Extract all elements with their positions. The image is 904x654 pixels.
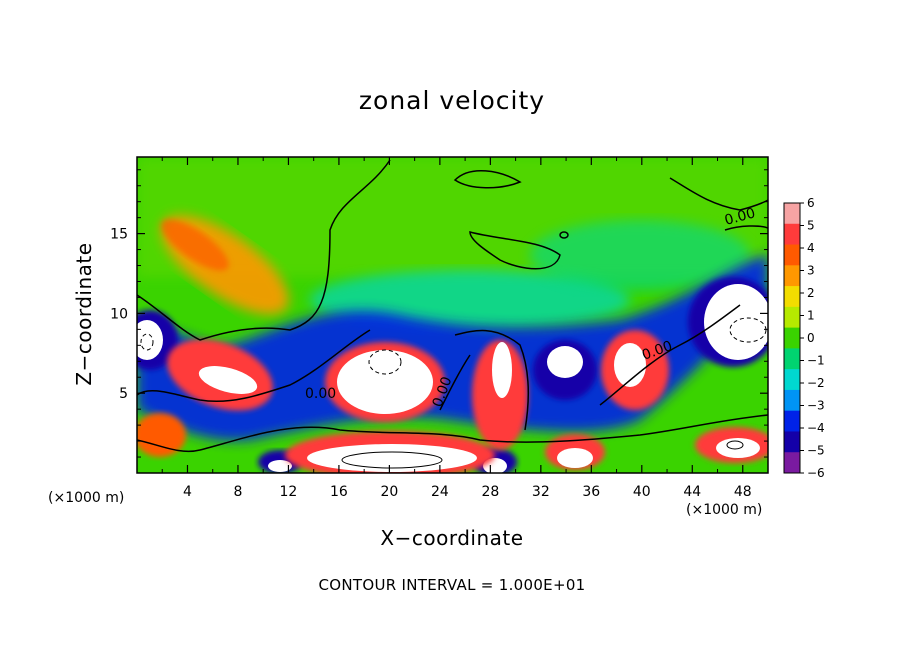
x-axis-label: X−coordinate [380,526,524,550]
colorbar-swatch [784,369,800,391]
y-tick-label: 5 [119,386,128,402]
colorbar-tick-label: 5 [807,219,815,233]
colorbar-tick-label: −2 [807,376,825,390]
colorbar-tick-label: 1 [807,309,815,323]
colorbar-swatch [784,223,800,246]
x-tick-label: 32 [532,484,550,500]
contour-label-1: 0.00 [305,386,336,402]
colorbar-swatch [784,431,800,453]
negative-core-left [137,320,163,360]
colorbar-swatch [784,244,800,266]
colorbar-tick-label: −3 [807,399,825,413]
colorbar-swatch [784,306,800,329]
colorbar-tick-label: 3 [807,264,815,278]
negative-core-right [704,284,768,360]
y-tick-label: 10 [110,306,128,322]
x-tick-label: 36 [582,484,600,500]
y-axis: 5 10 15 [110,169,768,458]
positive-core-3 [492,342,512,398]
y-unit-label: (×1000 m) [48,490,125,506]
colorbar-swatch [784,265,800,287]
colorbar-tick-label: −6 [807,466,825,480]
colorbar-swatch [784,327,800,349]
colorbar-swatch [784,203,800,225]
x-tick-label: 24 [431,484,449,500]
teal-band [530,220,750,290]
colorbar-swatch [784,286,800,308]
x-tick-label: 48 [734,484,752,500]
x-tick-label: 8 [233,484,242,500]
zero-contours [137,159,768,453]
x-tick-label: 16 [330,484,348,500]
positive-core-1 [198,366,258,394]
positive-core-bottom [307,444,477,472]
y-axis-label: Z−coordinate [72,242,96,386]
plot-frame [136,156,769,474]
x-tick-label: 40 [633,484,651,500]
positive-core-4 [614,343,646,387]
x-tick-label: 28 [481,484,499,500]
negative-contours [140,317,767,375]
colorbar-tick-label: −4 [807,421,825,435]
colorbar-swatch [784,410,800,432]
colorbar-tick-label: −1 [807,354,825,368]
colorbar-swatch [784,348,800,370]
colorbar-tick-label: 4 [807,241,815,255]
colorbar-tick-label: −5 [807,444,825,458]
x-tick-label: 4 [183,484,192,500]
x-tick-label: 44 [683,484,701,500]
x-tick-label: 12 [280,484,298,500]
x-axis: 4 8 12 16 20 24 28 32 36 40 44 48 [161,157,752,500]
heatmap-field [137,157,768,473]
negative-core-mid [547,346,583,378]
colorbar: 6 5 4 3 2 1 0 −1 −2 −3 −4 −5 −6 [783,196,825,480]
positive-contours [341,440,744,469]
x-tick-label: 20 [380,484,398,500]
colorbar-tick-label: 6 [807,196,815,210]
colorbar-tick-label: 0 [807,331,815,345]
colorbar-tick-label: 2 [807,286,815,300]
x-unit-label: (×1000 m) [686,502,763,518]
y-tick-label: 15 [110,227,128,243]
contour-interval-note: CONTOUR INTERVAL = 1.000E+01 [318,576,586,594]
colorbar-swatch [784,452,800,474]
colorbar-swatch [784,389,800,412]
chart-title: zonal velocity [358,86,546,115]
positive-core-2 [337,350,433,414]
contour-label-4: 0.00 [723,205,757,229]
